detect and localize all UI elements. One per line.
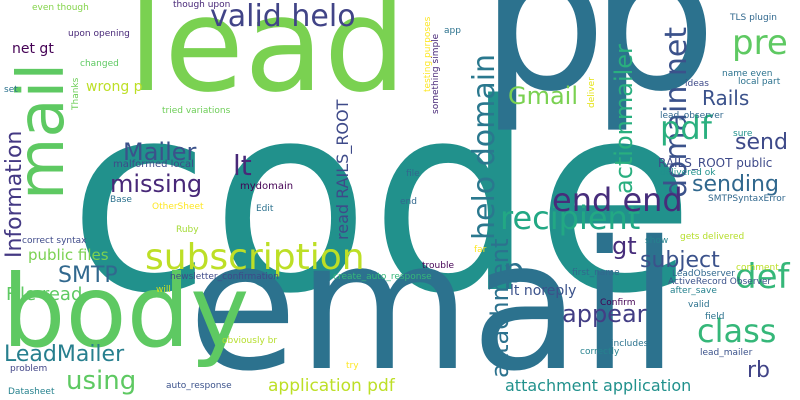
word-rb: rb <box>747 360 770 382</box>
word-tried-variations: tried variations <box>162 107 230 116</box>
word-public-files: public files <box>28 248 109 263</box>
word-something-simple: something simple <box>432 34 441 114</box>
word-valid-helo: valid helo <box>210 2 356 32</box>
word-subscription: subscription <box>145 240 365 276</box>
word-deliver: deliver <box>588 77 597 108</box>
word-file-read: File read <box>6 286 82 304</box>
word-sure: sure <box>733 130 752 139</box>
word-local-part: local part <box>738 78 780 87</box>
word-ruby: Ruby <box>176 226 199 235</box>
word-changed: changed <box>80 60 119 69</box>
word-delivered-ok: delivered ok <box>660 169 715 178</box>
word-newsletter-confirmation: newsletter_confirmation <box>170 273 279 282</box>
word-edit: Edit <box>256 205 273 214</box>
word-missing: missing <box>110 172 202 196</box>
word-app: app <box>444 27 461 36</box>
word-obviously-br: obviously br <box>222 337 277 346</box>
word-far: far <box>474 246 486 255</box>
word-after-save: after_save <box>670 287 717 296</box>
word-lead-mailer: lead_mailer <box>700 349 752 358</box>
word-comment: comment <box>736 264 779 273</box>
word-read-rails-root: read RAILS_ROOT <box>335 100 351 240</box>
word-othersheet: OtherSheet <box>152 203 204 212</box>
word-set: set <box>4 86 18 95</box>
word-correct-syntax: correct syntax <box>22 237 86 246</box>
word-problem: problem <box>10 365 47 374</box>
word-helo-domain: helo domain <box>470 54 500 240</box>
word-thanks: Thanks <box>72 78 81 110</box>
word-try: try <box>346 362 359 371</box>
word-end: end <box>400 198 417 207</box>
word-ideas: ideas <box>685 80 709 89</box>
word-first-name: first_name <box>572 269 620 278</box>
word-wrong-p: wrong p <box>86 80 143 94</box>
word-show: show <box>645 237 668 246</box>
word-pre: pre <box>732 26 788 60</box>
word-file: file <box>406 170 420 179</box>
word-smtpsyntaxerror: SMTPSyntaxError <box>708 195 785 204</box>
word-even-though: even though <box>32 4 89 13</box>
word-lead-observer: lead_observer <box>660 112 723 121</box>
word-using: using <box>66 368 136 394</box>
word-actionmailer: actionmailer <box>612 44 636 194</box>
word-tls-plugin: TLS plugin <box>730 14 777 23</box>
word-upon-opening: upon opening <box>68 30 130 39</box>
word-mydomain: mydomain <box>240 182 293 192</box>
word-attachment-application: attachment application <box>505 378 691 394</box>
word-net-gt: net gt <box>12 42 54 56</box>
word-create-auto-response: create_auto_response <box>333 273 432 282</box>
word-though-upon: though upon <box>173 1 230 10</box>
word-lt-noreply: lt noreply <box>510 284 576 298</box>
word-leadmailer: LeadMailer <box>4 344 124 366</box>
word-malformed-local: malformed local <box>113 160 194 170</box>
word-will: will <box>156 286 171 295</box>
word-auto-response: auto_response <box>166 382 232 391</box>
word-application-pdf: application pdf <box>268 378 395 395</box>
word-trouble: trouble <box>422 262 454 271</box>
word-base: Base <box>110 196 132 205</box>
word-rails: Rails <box>702 88 749 108</box>
word-lt: lt <box>233 152 252 180</box>
word-datasheet: Datasheet <box>8 388 55 397</box>
word-valid: valid <box>688 301 710 310</box>
word-gt: gt <box>612 234 637 258</box>
word-field: field <box>705 313 724 322</box>
word-correctly: correctly <box>580 348 619 357</box>
word-confirm: Confirm <box>600 299 635 308</box>
word-gmail: Gmail <box>508 84 578 108</box>
word-gets-delivered: gets delivered <box>680 233 744 242</box>
